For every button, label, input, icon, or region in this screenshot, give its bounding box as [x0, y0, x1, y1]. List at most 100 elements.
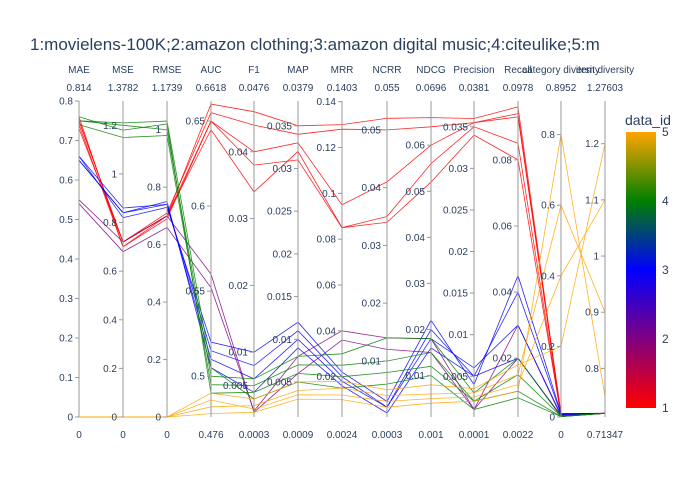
axis-min-value: 0 — [76, 430, 82, 441]
chart-title: 1:movielens-100K;2:amazon clothing;3:ama… — [30, 35, 600, 54]
axis-min-value: 0.476 — [198, 430, 223, 441]
axis-tick-label: 1.1 — [585, 195, 599, 206]
axis-tick-label: 0.6 — [541, 201, 555, 212]
axis-tick-label: 0.01 — [229, 348, 249, 359]
axis-name: item diversity — [576, 65, 634, 76]
axis-tick-label: 0.8 — [541, 130, 555, 141]
axis-tick-label: 0.005 — [223, 381, 248, 392]
axis-tick-label: 0.04 — [362, 183, 382, 194]
axis-tick-label: 0.6 — [103, 267, 117, 278]
axis-name: AUC — [200, 65, 221, 76]
colorbar: data_id 1 2 3 4 5 — [625, 112, 671, 415]
axis-tick-label: 1 — [593, 252, 599, 263]
axis-tick-label: 0.3 — [59, 294, 73, 305]
axis-tick-label: 0.02 — [449, 247, 469, 258]
axis-tick-label: 0.02 — [273, 249, 293, 260]
axis-max-value: 0.0476 — [239, 83, 270, 94]
axis-tick-label: 0.4 — [103, 315, 117, 326]
axis-tick-label: 0.04 — [229, 147, 249, 158]
axis-min-value: 0.0009 — [283, 430, 314, 441]
axis-min-value: 0 — [558, 430, 564, 441]
axis-tick-label: 1 — [155, 125, 161, 136]
colorbar-tick-label: 5 — [662, 125, 669, 139]
axis-tick-label: 0.01 — [406, 371, 426, 382]
axis-tick-label: 1.2 — [103, 121, 117, 132]
axis-tick-label: 0 — [67, 413, 73, 424]
axis-max-value: 1.1739 — [152, 83, 183, 94]
axis-max-value: 0.0379 — [283, 83, 314, 94]
axis-tick-label: 0.03 — [449, 164, 469, 175]
axis-min-value: 0 — [120, 430, 126, 441]
axis-tick-label: 0.05 — [362, 125, 382, 136]
axis-max-value: 0.814 — [66, 83, 91, 94]
axis-min-value: 0.0003 — [372, 430, 403, 441]
axis-tick-label: 0.14 — [317, 97, 337, 108]
axis-name: MAP — [287, 65, 309, 76]
axis-tick-label: 0.2 — [541, 342, 555, 353]
axis-tick-label: 0.2 — [147, 355, 161, 366]
axis-tick-label: 0.03 — [229, 214, 249, 225]
axis-min-value: 0.0024 — [327, 430, 358, 441]
axis-tick-label: 0.03 — [273, 164, 293, 175]
axis-tick-label: 0.5 — [191, 372, 205, 383]
axis-tick-label: 0.08 — [317, 235, 337, 246]
axis-tick-label: 0.05 — [406, 187, 426, 198]
colorbar-title: data_id — [625, 112, 671, 128]
axis-tick-label: 0.6 — [59, 176, 73, 187]
axis-max-value: 0.0978 — [503, 83, 534, 94]
axis-tick-label: 0 — [111, 413, 117, 424]
axis-name: NCRR — [373, 65, 402, 76]
axis-tick-label: 0.06 — [493, 221, 513, 232]
axis-max-value: 0.0381 — [459, 83, 490, 94]
axis-name: Precision — [453, 65, 494, 76]
axis-max-value: 0.0696 — [416, 83, 447, 94]
axis-tick-label: 0.2 — [103, 364, 117, 375]
axis-name: F1 — [248, 65, 260, 76]
axis-max-value: 1.27603 — [587, 83, 624, 94]
axis-tick-label: 0.015 — [443, 289, 468, 300]
axis-min-value: 0.0001 — [459, 430, 490, 441]
axis-max-value: 1.3782 — [108, 83, 139, 94]
axis-tick-label: 0.8 — [103, 218, 117, 229]
axis-name: MAE — [68, 65, 90, 76]
axis-tick-label: 0.6 — [191, 202, 205, 213]
axis-tick-label: 0.03 — [362, 241, 382, 252]
axis-min-value: 0.0022 — [503, 430, 534, 441]
axis-tick-label: 0.06 — [317, 281, 337, 292]
colorbar-tick-label: 4 — [662, 194, 669, 208]
axis-name: MSE — [112, 65, 134, 76]
colorbar-ticks: 1 2 3 4 5 — [662, 125, 669, 415]
axis-tick-label: 0.08 — [493, 155, 513, 166]
axis-tick-label: 0.2 — [59, 334, 73, 345]
axis-tick-label: 0.005 — [443, 372, 468, 383]
axis-tick-label: 0.7 — [59, 136, 73, 147]
axis-max-value: 0.055 — [374, 83, 399, 94]
axis-tick-label: 0.02 — [493, 354, 513, 365]
axis-tick-label: 0 — [549, 413, 555, 424]
axis-tick-label: 0.01 — [273, 335, 293, 346]
axis-tick-label: 1.2 — [585, 139, 599, 150]
colorbar-tick-label: 3 — [662, 263, 669, 277]
axis-tick-label: 0.4 — [541, 271, 555, 282]
axis-max-value: 0.1403 — [327, 83, 358, 94]
axis-max-value: 0.6618 — [196, 83, 227, 94]
axis-tick-label: 1 — [111, 169, 117, 180]
axis-tick-label: 0.8 — [59, 97, 73, 108]
axis-tick-label: 0.03 — [406, 279, 426, 290]
axis-tick-label: 0.9 — [585, 308, 599, 319]
axis-name: NDCG — [416, 65, 446, 76]
axis-tick-label: 0.02 — [362, 299, 382, 310]
colorbar-tick-label: 1 — [662, 401, 669, 415]
axis-tick-label: 0.025 — [267, 207, 292, 218]
axis-tick-label: 0.06 — [406, 141, 426, 152]
axis-tick-label: 0.8 — [585, 364, 599, 375]
axis-tick-label: 0.04 — [406, 233, 426, 244]
axis-min-value: 0.0003 — [239, 430, 270, 441]
axis-tick-label: 0.005 — [267, 377, 292, 388]
axis-tick-label: 0.01 — [362, 356, 382, 367]
axis-name: RMSE — [153, 65, 182, 76]
axis-name: Recall — [504, 65, 532, 76]
axis-min-value: 0.71347 — [587, 430, 624, 441]
colorbar-gradient — [626, 132, 656, 408]
axes-layer: MAE0.814000.10.20.30.40.50.60.70.8MSE1.3… — [59, 65, 634, 441]
